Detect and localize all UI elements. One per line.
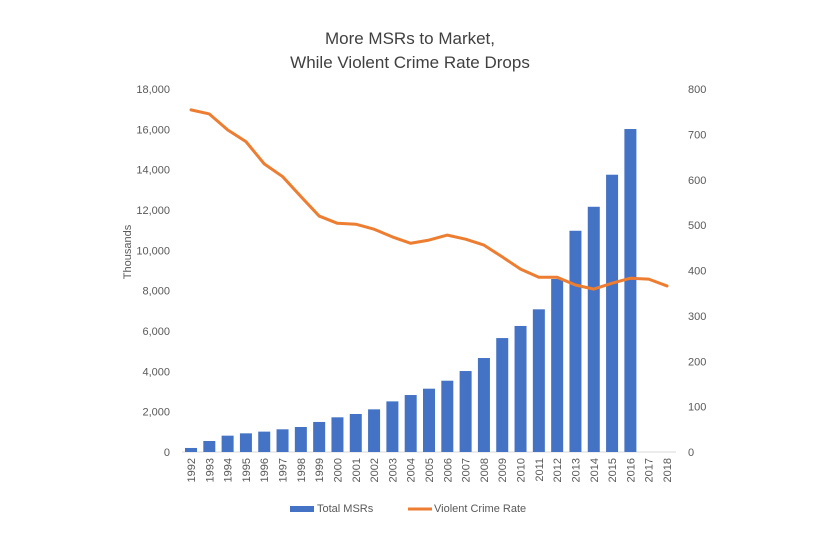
- x-tick-label: 2017: [644, 458, 656, 482]
- legend-swatch-total-msrs: [290, 506, 314, 512]
- x-tick-label: 2004: [406, 458, 418, 482]
- x-tick-label: 2008: [479, 458, 491, 482]
- y-left-tick-label: 0: [164, 447, 170, 459]
- bar-total-msrs-2005: [423, 388, 435, 452]
- bar-total-msrs-2012: [551, 278, 564, 452]
- bar-total-msrs-1997: [276, 429, 289, 452]
- y-left-tick-label: 14,000: [136, 165, 170, 177]
- y-right-tick-label: 300: [688, 311, 706, 323]
- x-tick-label: 2013: [570, 458, 582, 482]
- y-left-tick-label: 2,000: [142, 407, 170, 419]
- chart-title-line-2: While Violent Crime Rate Drops: [290, 53, 530, 72]
- bar-total-msrs-2002: [368, 409, 381, 452]
- bar-total-msrs-1995: [239, 433, 252, 452]
- x-tick-label: 1996: [259, 458, 271, 482]
- y-left-tick-label: 4,000: [142, 366, 170, 378]
- bar-total-msrs-2010: [514, 325, 527, 452]
- bar-total-msrs-2008: [477, 358, 490, 452]
- x-tick-label: 1998: [296, 458, 308, 482]
- y-left-tick-label: 18,000: [136, 84, 170, 96]
- legend-label-violent-crime-rate: Violent Crime Rate: [434, 503, 526, 515]
- x-tick-label: 2012: [552, 458, 564, 482]
- y-right-tick-label: 0: [688, 447, 694, 459]
- x-tick-label: 2015: [607, 458, 619, 482]
- y-left-tick-label: 12,000: [136, 205, 170, 217]
- x-tick-label: 1993: [204, 458, 216, 482]
- bar-total-msrs-2003: [386, 401, 399, 452]
- bar-total-msrs-2007: [459, 371, 472, 452]
- x-tick-label: 1992: [186, 458, 198, 482]
- y-right-tick-label: 100: [688, 402, 706, 414]
- y-axis-label: Thousands: [122, 224, 134, 279]
- y-right-tick-label: 500: [688, 220, 706, 232]
- y-left-tick-label: 8,000: [142, 286, 170, 298]
- bar-total-msrs-1992: [185, 447, 197, 452]
- x-tick-label: 2002: [369, 458, 381, 482]
- x-tick-label: 1999: [314, 458, 326, 482]
- bar-total-msrs-1998: [294, 426, 307, 452]
- x-tick-label: 1994: [223, 458, 235, 482]
- bar-total-msrs-2015: [606, 174, 619, 453]
- x-tick-label: 2018: [662, 458, 674, 482]
- x-tick-label: 2007: [461, 458, 473, 482]
- bar-total-msrs-2006: [441, 380, 454, 452]
- bar-total-msrs-2009: [496, 338, 509, 452]
- x-tick-label: 2005: [424, 458, 436, 482]
- y-left-tick-label: 10,000: [136, 245, 170, 257]
- bar-total-msrs-2000: [331, 417, 344, 452]
- x-tick-label: 2001: [351, 458, 363, 482]
- x-tick-label: 2011: [534, 458, 546, 482]
- bar-total-msrs-2016: [624, 129, 637, 453]
- x-tick-label: 2000: [332, 458, 344, 482]
- x-tick-label: 2009: [497, 458, 509, 482]
- y-right-tick-label: 800: [688, 84, 706, 96]
- bar-total-msrs-1993: [203, 441, 216, 452]
- bar-total-msrs-2004: [404, 395, 417, 452]
- y-right-tick-label: 200: [688, 356, 706, 368]
- bar-total-msrs-2014: [587, 206, 600, 452]
- x-tick-label: 2010: [516, 458, 528, 482]
- legend: Total MSRs Violent Crime Rate: [290, 503, 526, 515]
- line-violent-crime-rate: [189, 108, 669, 291]
- bar-total-msrs-2013: [569, 230, 582, 452]
- y-right-tick-label: 600: [688, 175, 706, 187]
- bar-total-msrs-1999: [313, 421, 326, 452]
- x-tick-label: 1995: [241, 458, 253, 482]
- bar-total-msrs-1994: [221, 435, 234, 452]
- bar-total-msrs-2001: [349, 413, 362, 452]
- legend-label-total-msrs: Total MSRs: [317, 503, 374, 515]
- bar-total-msrs-1996: [258, 431, 271, 452]
- x-tick-label: 2016: [625, 458, 637, 482]
- x-tick-label: 1997: [278, 458, 290, 482]
- x-tick-label: 2003: [387, 458, 399, 482]
- bar-total-msrs-2011: [532, 309, 545, 452]
- x-tick-label: 2014: [589, 458, 601, 482]
- y-right-tick-label: 400: [688, 266, 706, 278]
- y-right-tick-label: 700: [688, 129, 706, 141]
- y-left-tick-label: 16,000: [136, 124, 170, 136]
- y-left-tick-label: 6,000: [142, 326, 170, 338]
- chart-title-line-1: More MSRs to Market,: [325, 29, 495, 48]
- x-tick-label: 2006: [442, 458, 454, 482]
